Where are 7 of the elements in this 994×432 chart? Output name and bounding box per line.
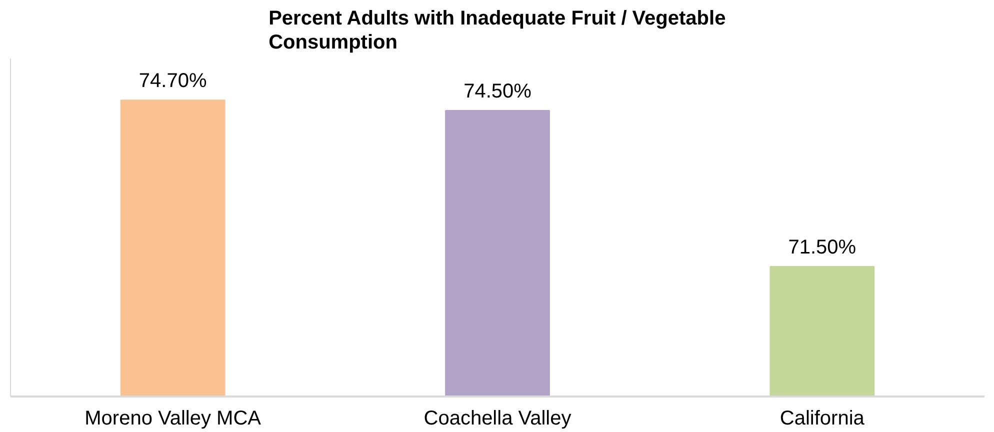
- data-label: 74.70%: [138, 70, 207, 92]
- x-tick-label: Coachella Valley: [424, 408, 572, 430]
- x-tick-label: California: [780, 408, 866, 430]
- data-label: 71.50%: [788, 236, 856, 258]
- data-label: 74.50%: [464, 80, 532, 102]
- x-tick-label: Moreno Valley MCA: [84, 408, 262, 430]
- chart-title: Percent Adults with Inadequate Fruit / Vegetable Consumption: [268, 7, 726, 54]
